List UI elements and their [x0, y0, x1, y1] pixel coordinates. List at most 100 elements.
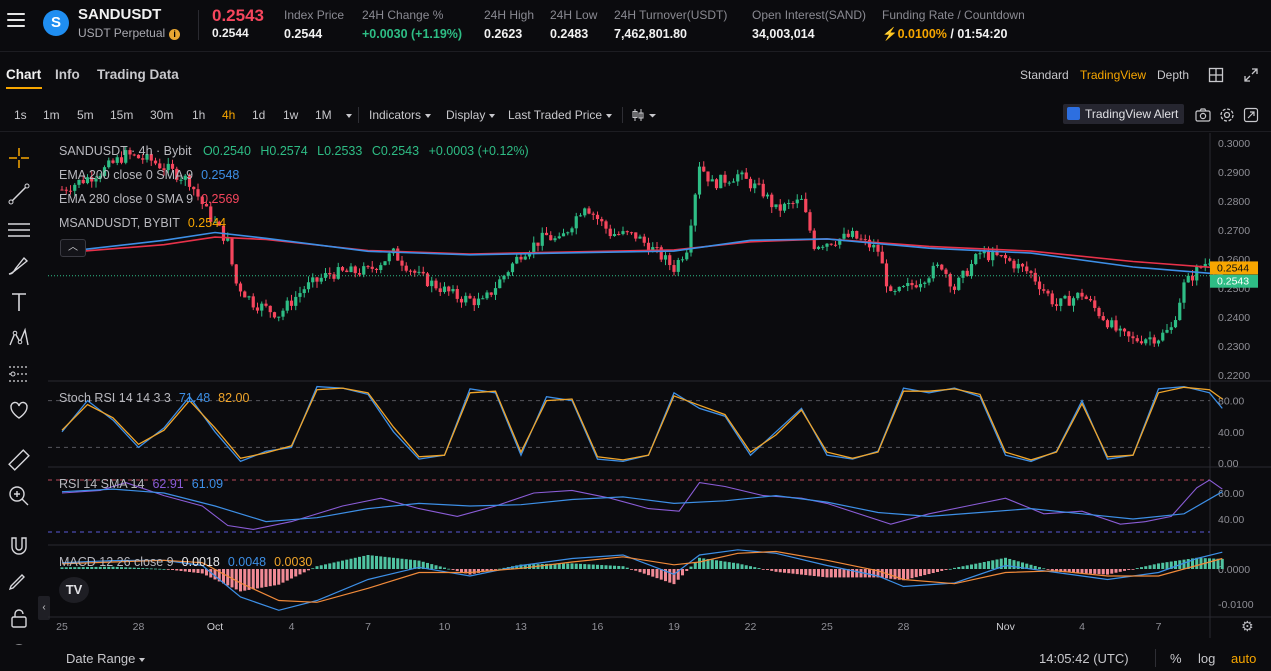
text-tool-icon[interactable] — [6, 289, 32, 315]
candle-body — [268, 305, 272, 313]
candle-body — [196, 189, 200, 197]
candle-body — [697, 166, 702, 195]
tradingview-alert-button[interactable]: TradingView Alert — [1063, 104, 1185, 124]
candle-body — [774, 204, 778, 208]
candle-body — [1190, 275, 1195, 281]
symbol-name[interactable]: SANDUSDT — [78, 6, 162, 23]
macd-histogram-bar — [880, 569, 884, 578]
prediction-icon[interactable] — [6, 361, 32, 387]
candle-body — [761, 183, 765, 197]
timeframe-1M[interactable]: 1M — [315, 108, 332, 122]
macd-histogram-bar — [893, 569, 897, 580]
auto-scale-toggle[interactable]: auto — [1231, 651, 1257, 666]
candle-body — [162, 168, 166, 171]
timeframe-30m[interactable]: 30m — [150, 108, 174, 122]
macd-histogram-bar — [851, 569, 854, 578]
pencil-lock-icon[interactable] — [6, 569, 32, 595]
price-chart-canvas[interactable]: 0.30000.29000.28000.27000.26000.25000.24… — [48, 133, 1271, 638]
candle-body — [179, 179, 183, 181]
candle-body — [170, 163, 175, 169]
macd-histogram-bar — [60, 567, 64, 569]
timeframe-1d[interactable]: 1d — [252, 108, 266, 122]
candle-style-icon[interactable] — [632, 108, 658, 122]
candle-body — [740, 172, 744, 175]
timeframe-4h[interactable]: 4h — [222, 108, 236, 122]
macd-histogram-bar — [175, 569, 179, 571]
trend-line-icon[interactable] — [6, 181, 32, 207]
heart-icon[interactable] — [6, 397, 32, 423]
crosshair-icon[interactable] — [6, 145, 32, 171]
macd-histogram-bar — [804, 569, 808, 576]
horizontal-lines-icon[interactable] — [6, 217, 32, 243]
candle-body — [1012, 260, 1016, 269]
view-standard[interactable]: Standard — [1020, 68, 1069, 82]
candle-body — [64, 189, 68, 191]
macd-histogram-bar — [642, 569, 646, 574]
layout-grid-icon[interactable] — [1208, 67, 1224, 83]
more-timeframes-chevron-icon[interactable] — [342, 108, 352, 122]
timeframe-1m[interactable]: 1m — [43, 108, 60, 122]
utc-clock[interactable]: 14:05:42 (UTC) — [1039, 651, 1129, 666]
fullscreen-icon[interactable] — [1243, 67, 1259, 83]
macd-histogram-bar — [489, 569, 493, 571]
price-tick-label: 0.2800 — [1218, 196, 1250, 208]
macd-histogram-bar — [90, 566, 94, 569]
candle-body — [1080, 292, 1084, 297]
settings-gear-icon[interactable] — [1219, 107, 1235, 123]
candle-body — [757, 183, 761, 185]
candle-body — [387, 253, 391, 262]
candle-body — [1139, 341, 1144, 344]
timeframe-1h[interactable]: 1h — [192, 108, 206, 122]
macd-histogram-bar — [315, 566, 319, 569]
menu-icon[interactable] — [7, 13, 25, 29]
log-scale-toggle[interactable]: log — [1198, 651, 1216, 666]
timeframe-5m[interactable]: 5m — [77, 108, 94, 122]
stat-label: 24H Change % — [362, 8, 444, 22]
macd-histogram-bar — [676, 569, 680, 580]
macd-histogram-bar — [1118, 569, 1122, 572]
macd-histogram-bar — [1182, 559, 1186, 569]
macd-histogram-bar — [1135, 568, 1139, 569]
pattern-icon[interactable] — [6, 325, 32, 351]
indicators-dropdown[interactable]: Indicators — [369, 108, 432, 122]
collapse-legend-chevron-icon[interactable]: ︿ — [60, 239, 86, 257]
tab-chart[interactable]: Chart — [6, 67, 42, 82]
tradingview-chart[interactable]: 0.3000 0.2900 0.2800 0.2700 0.2600 0.2500 0.24… — [48, 133, 1271, 638]
ruler-icon[interactable] — [6, 447, 32, 473]
brush-icon[interactable] — [6, 253, 32, 279]
macd-histogram-bar — [1029, 564, 1033, 569]
timeframe-1s[interactable]: 1s — [14, 108, 27, 122]
macd-histogram-bar — [1131, 569, 1135, 570]
expand-icon[interactable] — [1243, 107, 1259, 123]
camera-icon[interactable] — [1195, 108, 1211, 122]
magnet-icon[interactable] — [6, 533, 32, 559]
percent-scale-toggle[interactable]: % — [1170, 651, 1182, 666]
display-dropdown[interactable]: Display — [446, 108, 496, 122]
candle-body — [591, 213, 595, 215]
macd-histogram-bar — [647, 569, 650, 576]
macd-histogram-bar — [413, 560, 417, 569]
view-tradingview[interactable]: TradingView — [1080, 68, 1147, 82]
timeframe-15m[interactable]: 15m — [110, 108, 134, 122]
macd-histogram-bar — [128, 567, 132, 569]
collapse-toolbar-chevron-icon[interactable]: ‹ — [38, 596, 50, 620]
macd-histogram-bar — [438, 566, 442, 569]
tab-info[interactable]: Info — [55, 67, 80, 82]
macd-histogram-bar — [247, 569, 251, 590]
macd-histogram-bar — [557, 563, 561, 569]
zoom-in-icon[interactable] — [6, 483, 32, 509]
info-icon[interactable]: i — [169, 29, 181, 40]
macd-histogram-bar — [931, 569, 935, 574]
lock-icon[interactable] — [6, 605, 32, 631]
candle-body — [663, 255, 668, 260]
date-range-dropdown[interactable]: Date Range — [66, 651, 146, 666]
timeframe-1w[interactable]: 1w — [283, 108, 299, 122]
macd-histogram-bar — [1004, 557, 1007, 569]
view-depth[interactable]: Depth — [1157, 68, 1190, 82]
indicator-label: EMA 280 close 0 SMA 9 — [59, 192, 194, 206]
candle-body — [935, 264, 940, 266]
price-type-dropdown[interactable]: Last Traded Price — [508, 108, 613, 122]
macd-histogram-bar — [965, 565, 969, 569]
tab-trading-data[interactable]: Trading Data — [97, 67, 179, 82]
time-tick-label: 10 — [439, 621, 451, 633]
